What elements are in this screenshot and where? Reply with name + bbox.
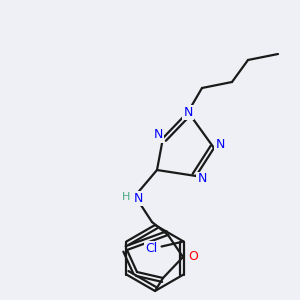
Text: N: N — [133, 191, 143, 205]
Text: H: H — [122, 192, 130, 202]
Text: N: N — [215, 139, 225, 152]
Text: N: N — [183, 106, 193, 118]
Text: N: N — [153, 128, 163, 142]
Text: N: N — [197, 172, 207, 185]
Text: O: O — [188, 250, 198, 263]
Text: Cl: Cl — [146, 242, 158, 255]
